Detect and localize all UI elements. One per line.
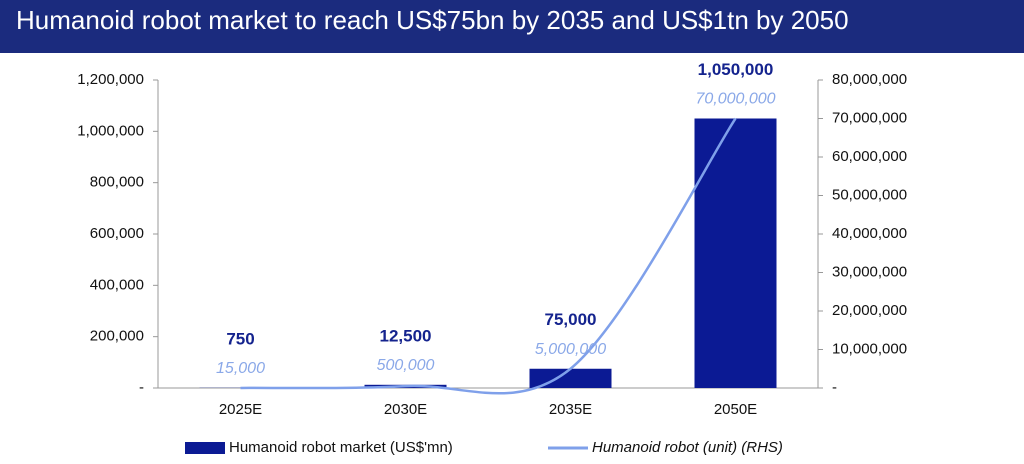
- x-tick-label: 2035E: [549, 401, 592, 418]
- y2-tick-label: 50,000,000: [832, 186, 907, 203]
- line-value-label: 5,000,000: [535, 341, 606, 358]
- legend-label: Humanoid robot (unit) (RHS): [592, 439, 783, 456]
- y2-tick-label: 40,000,000: [832, 225, 907, 242]
- y2-tick-label: -: [832, 379, 837, 396]
- x-tick-label: 2030E: [384, 401, 427, 418]
- y-tick-label: 200,000: [90, 328, 144, 345]
- y-tick-label: 1,000,000: [77, 122, 144, 139]
- bar-value-label: 1,050,000: [698, 60, 774, 79]
- legend-label: Humanoid robot market (US$'mn): [229, 439, 453, 456]
- y2-tick-label: 30,000,000: [832, 263, 907, 280]
- title-bar: [0, 0, 1024, 53]
- x-tick-label: 2050E: [714, 401, 757, 418]
- y2-tick-label: 80,000,000: [832, 71, 907, 88]
- chart-title: Humanoid robot market to reach US$75bn b…: [16, 5, 849, 35]
- y-tick-label: 400,000: [90, 276, 144, 293]
- y2-tick-label: 60,000,000: [832, 148, 907, 165]
- y2-tick-label: 20,000,000: [832, 302, 907, 319]
- line-value-label: 15,000: [216, 360, 265, 377]
- line-value-label: 70,000,000: [695, 91, 775, 108]
- y-tick-label: -: [139, 379, 144, 396]
- bar-value-label: 12,500: [380, 326, 432, 345]
- line-value-label: 500,000: [377, 357, 435, 374]
- y-tick-label: 1,200,000: [77, 71, 144, 88]
- y-tick-label: 600,000: [90, 225, 144, 242]
- line: [240, 117, 737, 395]
- x-tick-label: 2025E: [219, 401, 262, 418]
- bar: [694, 118, 777, 388]
- bar-value-label: 750: [226, 329, 254, 348]
- legend-swatch: [185, 442, 225, 454]
- y2-tick-label: 70,000,000: [832, 109, 907, 126]
- y-tick-label: 800,000: [90, 174, 144, 191]
- bar-value-label: 75,000: [545, 310, 597, 329]
- y2-tick-label: 10,000,000: [832, 340, 907, 357]
